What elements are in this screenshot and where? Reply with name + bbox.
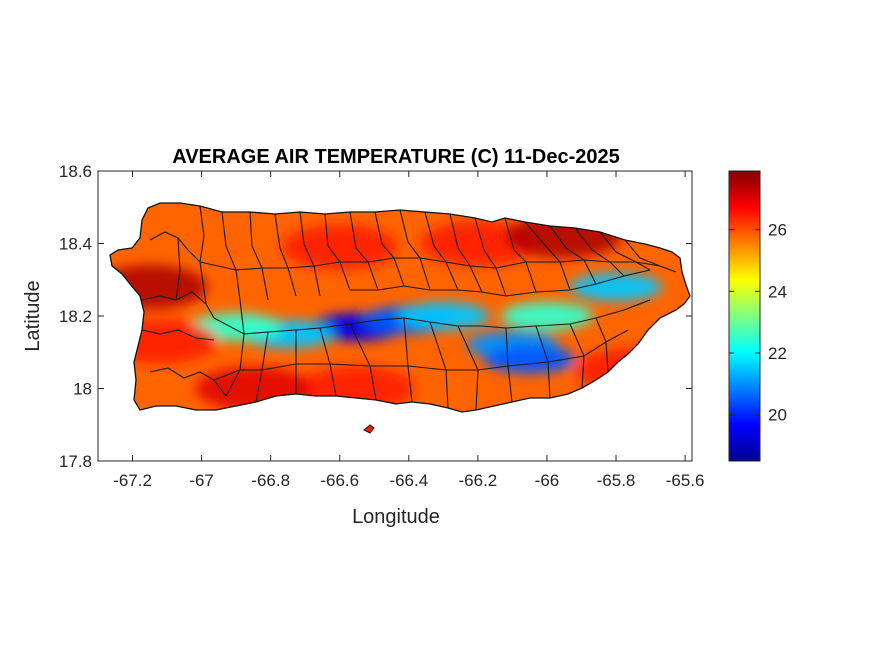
boundary-line-17 — [504, 217, 537, 293]
boundary-line-14 — [424, 211, 459, 291]
colorbar-tick-label: 20 — [768, 406, 787, 425]
coastline — [109, 202, 691, 413]
temperature-map — [109, 202, 691, 434]
boundary-line-38 — [350, 269, 651, 297]
boundary-line-3 — [149, 367, 227, 397]
x-tick-label: -66.6 — [320, 471, 359, 490]
boundary-line-12 — [374, 211, 405, 287]
boundary-line-1 — [141, 291, 215, 319]
boundary-line-11 — [349, 211, 379, 291]
colorbar-ticks: 20 22 24 26 — [729, 221, 787, 425]
temperature-region-6 — [570, 273, 662, 301]
y-tick-label: 18.2 — [59, 307, 92, 326]
boundary-line-37 — [213, 329, 629, 381]
boundary-line-21 — [599, 231, 651, 271]
x-axis-label: Longitude — [352, 506, 440, 528]
x-tick-label: -66 — [535, 471, 560, 490]
boundary-line-9 — [299, 211, 321, 297]
x-tick-label: -67.2 — [113, 471, 152, 490]
y-tick-label: 18.4 — [59, 235, 92, 254]
x-tick-label: -65.6 — [666, 471, 705, 490]
boundary-line-13 — [399, 209, 431, 291]
boundary-line-10 — [324, 213, 351, 291]
colorbar-tick-label: 22 — [768, 344, 787, 363]
temperature-field — [110, 203, 690, 412]
colorbar: 20 22 24 26 — [728, 170, 787, 462]
small-island-shape — [363, 424, 375, 434]
boundary-line-18 — [524, 221, 571, 291]
municipality-boundaries — [141, 205, 677, 411]
colorbar-tick-label: 26 — [768, 221, 787, 240]
temperature-region-10 — [419, 221, 536, 266]
x-tick-label: -65.8 — [597, 471, 636, 490]
colorbar-gradient — [728, 170, 761, 462]
boundary-line-23 — [199, 257, 661, 271]
y-axis-label: Latitude — [22, 280, 44, 351]
x-tick-label: -66.2 — [459, 471, 498, 490]
x-tick-label: -66.8 — [251, 471, 290, 490]
y-tick-label: 18.6 — [59, 162, 92, 181]
x-axis: -67.2 -67 -66.8 -66.6 -66.4 -66.2 -66 -65.8 -65.… — [113, 171, 704, 490]
caja-de-muertos-island — [363, 424, 375, 434]
y-tick-label: 17.8 — [59, 452, 92, 471]
boundary-line-16 — [474, 217, 507, 297]
boundary-line-4 — [175, 237, 181, 301]
boundary-line-22 — [624, 239, 677, 273]
temperature-region-8 — [501, 302, 593, 330]
boundary-line-20 — [574, 227, 625, 277]
colorbar-tick-label: 24 — [768, 282, 787, 301]
boundary-line-19 — [549, 225, 597, 285]
boundary-line-2 — [141, 329, 215, 341]
x-tick-label: -67 — [189, 471, 214, 490]
chart-title: AVERAGE AIR TEMPERATURE (C) 11-Dec-2025 — [172, 146, 620, 168]
x-tick-label: -66.4 — [389, 471, 428, 490]
boundary-line-7 — [249, 211, 269, 301]
boundary-line-5 — [199, 205, 207, 305]
y-tick-label: 18 — [73, 380, 92, 399]
boundary-line-15 — [449, 213, 483, 293]
boundary-line-8 — [274, 213, 297, 297]
temperature-region-5 — [397, 302, 490, 330]
y-axis: 17.8 18 18.2 18.4 18.6 — [59, 162, 692, 471]
